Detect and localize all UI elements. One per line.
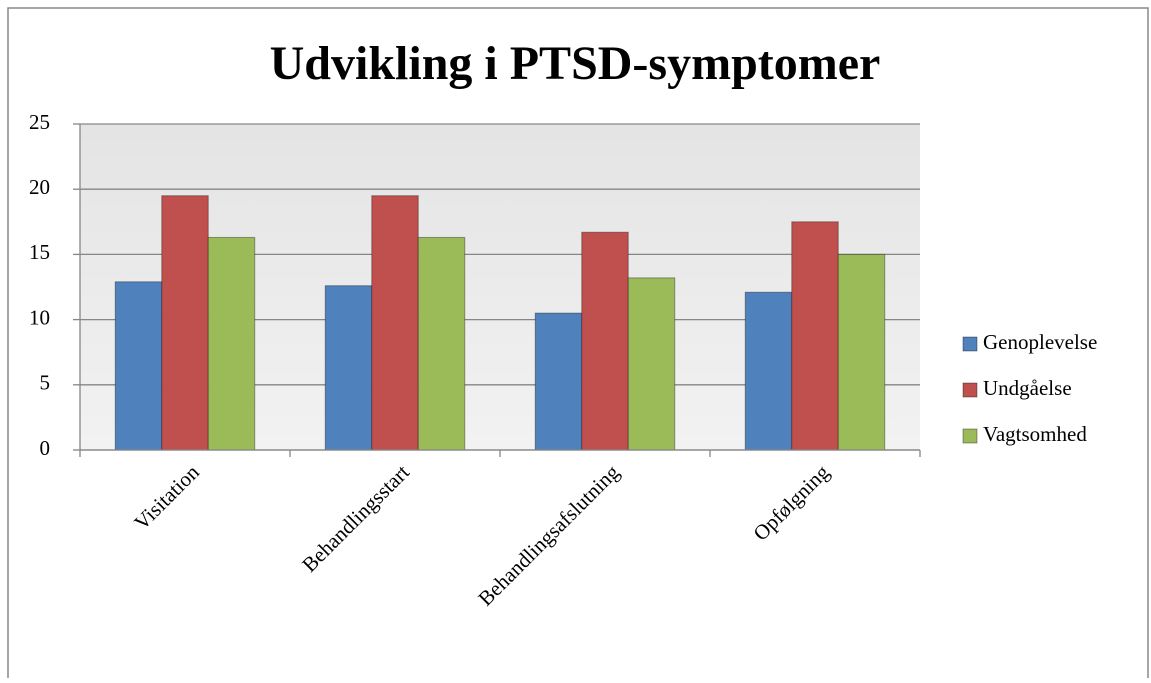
bar xyxy=(837,253,886,451)
y-tick-label: 5 xyxy=(40,371,51,395)
legend-label: Genoplevelse xyxy=(983,330,1097,354)
frame xyxy=(7,7,1149,678)
y-tick-label: 25 xyxy=(29,110,50,134)
y-tick-label: 10 xyxy=(29,305,50,329)
bar xyxy=(371,195,419,451)
bar xyxy=(744,291,793,451)
legend-label: Undgåelse xyxy=(983,376,1072,400)
chart-title: Udvikling i PTSD-symptomer xyxy=(270,37,881,90)
x-tick-label: Opfølgning xyxy=(749,460,835,546)
bar xyxy=(161,195,209,451)
bar xyxy=(114,281,163,451)
y-tick-label: 0 xyxy=(40,436,51,460)
y-tick-label: 20 xyxy=(29,175,50,199)
bar xyxy=(791,221,839,451)
y-tick-label: 15 xyxy=(29,240,50,264)
legend-label: Vagtsomhed xyxy=(983,422,1087,446)
x-tick-label: Visitation xyxy=(129,460,204,535)
bar xyxy=(207,236,256,451)
bar xyxy=(627,277,676,451)
bar xyxy=(324,285,373,451)
x-tick-label: Behandlingsstart xyxy=(297,460,414,577)
legend-swatch xyxy=(962,336,978,352)
bar xyxy=(534,312,583,451)
bar xyxy=(581,231,629,451)
legend-swatch xyxy=(962,382,978,398)
x-tick-label: Behandlingsafslutning xyxy=(473,460,624,611)
legend-swatch xyxy=(962,428,978,444)
bar xyxy=(417,236,466,451)
